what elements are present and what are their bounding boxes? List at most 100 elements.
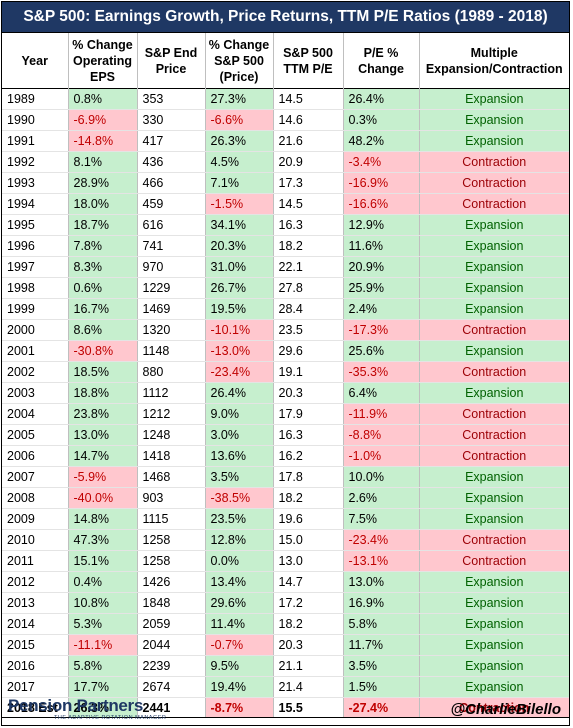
cell-ttm-pe: 15.0 [272,529,343,551]
cell-eps-change: -40.0% [67,487,137,509]
header-line: (Price) [219,69,259,84]
cell-pe-change: -16.9% [342,172,419,194]
cell-eps-change: 10.8% [67,592,137,614]
cell-multiple: Expansion [418,613,569,635]
cell-price-change: 3.0% [204,424,273,446]
cell-ttm-pe: 20.9 [272,151,343,173]
header-ttm-pe: S&P 500 TTM P/E [272,33,343,89]
cell-end-price: 1468 [136,466,205,488]
cell-end-price: 2239 [136,655,205,677]
cell-pe-change: 6.4% [342,382,419,404]
cell-price-change: 7.1% [204,172,273,194]
header-end-price: S&P End Price [136,33,205,89]
cell-eps-change: 5.3% [67,613,137,635]
table-row: 2010 47.3% 1258 12.8% 15.0 -23.4% Contraction [2,529,569,551]
author-handle: @CharlieBilello [450,701,562,718]
cell-year: 2014 [2,613,68,635]
cell-pe-change: 2.6% [342,487,419,509]
cell-year: 2013 [2,592,68,614]
cell-multiple: Contraction [418,550,569,572]
cell-year: 2012 [2,571,68,593]
table-row: 1997 8.3% 970 31.0% 22.1 20.9% Expansion [2,256,569,278]
table-row: 2001 -30.8% 1148 -13.0% 29.6 25.6% Expansion [2,340,569,362]
cell-year: 2002 [2,361,68,383]
cell-eps-change: 18.5% [67,361,137,383]
table-row: 1991 -14.8% 417 26.3% 21.6 48.2% Expansion [2,130,569,152]
cell-end-price: 2059 [136,613,205,635]
logo-name: Pension Partners [8,696,144,715]
cell-ttm-pe: 17.8 [272,466,343,488]
cell-price-change: 19.4% [204,676,273,698]
cell-multiple: Expansion [418,487,569,509]
cell-end-price: 2674 [136,676,205,698]
cell-multiple: Contraction [418,319,569,341]
cell-end-price: 1320 [136,319,205,341]
header-line: Change [358,61,404,76]
cell-year: 1994 [2,193,68,215]
cell-multiple: Expansion [418,214,569,236]
cell-ttm-pe: 19.1 [272,361,343,383]
cell-eps-change: 14.7% [67,445,137,467]
cell-ttm-pe: 17.2 [272,592,343,614]
cell-eps-change: -30.8% [67,340,137,362]
cell-eps-change: 18.7% [67,214,137,236]
cell-end-price: 1229 [136,277,205,299]
cell-multiple: Expansion [418,340,569,362]
cell-year: 2003 [2,382,68,404]
cell-pe-change: 48.2% [342,130,419,152]
cell-price-change: 31.0% [204,256,273,278]
cell-eps-change: -5.9% [67,466,137,488]
cell-pe-change: -23.4% [342,529,419,551]
cell-pe-change: -16.6% [342,193,419,215]
cell-ttm-pe: 14.7 [272,571,343,593]
cell-eps-change: 15.1% [67,550,137,572]
cell-end-price: 353 [136,88,205,110]
cell-pe-change: 11.6% [342,235,419,257]
cell-ttm-pe: 22.1 [272,256,343,278]
cell-eps-change: 28.9% [67,172,137,194]
cell-ttm-pe: 17.9 [272,403,343,425]
cell-multiple: Expansion [418,655,569,677]
cell-ttm-pe: 20.3 [272,634,343,656]
header-multiple: Multiple Expansion/Contraction [418,33,569,89]
cell-eps-change: 0.8% [67,88,137,110]
cell-pe-change: -35.3% [342,361,419,383]
cell-pe-change: 3.5% [342,655,419,677]
cell-eps-change: 7.8% [67,235,137,257]
header-line: EPS [89,69,115,84]
cell-end-price: 616 [136,214,205,236]
table-row: 2002 18.5% 880 -23.4% 19.1 -35.3% Contraction [2,361,569,383]
header-eps-change: % Change Operating EPS [67,33,137,89]
cell-ttm-pe: 17.3 [272,172,343,194]
cell-ttm-pe: 14.6 [272,109,343,131]
cell-year: 1993 [2,172,68,194]
cell-ttm-pe: 15.5 [272,697,343,718]
cell-eps-change: 14.8% [67,508,137,530]
cell-eps-change: 5.8% [67,655,137,677]
cell-pe-change: 25.6% [342,340,419,362]
cell-ttm-pe: 13.0 [272,550,343,572]
cell-end-price: 1148 [136,340,205,362]
cell-ttm-pe: 21.6 [272,130,343,152]
cell-pe-change: -17.3% [342,319,419,341]
table-row: 1992 8.1% 436 4.5% 20.9 -3.4% Contraction [2,151,569,173]
cell-multiple: Expansion [418,592,569,614]
cell-year: 2007 [2,466,68,488]
cell-pe-change: 20.9% [342,256,419,278]
header-pe-change: P/E % Change [342,33,419,89]
table-row: 2006 14.7% 1418 13.6% 16.2 -1.0% Contraction [2,445,569,467]
cell-year: 2017 [2,676,68,698]
cell-pe-change: -3.4% [342,151,419,173]
cell-price-change: -6.6% [204,109,273,131]
cell-year: 2016 [2,655,68,677]
cell-ttm-pe: 29.6 [272,340,343,362]
header-line: Year [21,53,48,68]
table-row: 2003 18.8% 1112 26.4% 20.3 6.4% Expansion [2,382,569,404]
cell-eps-change: -6.9% [67,109,137,131]
logo-tagline: THE ADAPTIVE ROTATION MANAGER [54,715,167,721]
table-row: 2012 0.4% 1426 13.4% 14.7 13.0% Expansion [2,571,569,593]
header-price-change: % Change S&P 500 (Price) [204,33,273,89]
cell-multiple: Expansion [418,109,569,131]
table-row: 2005 13.0% 1248 3.0% 16.3 -8.8% Contraction [2,424,569,446]
